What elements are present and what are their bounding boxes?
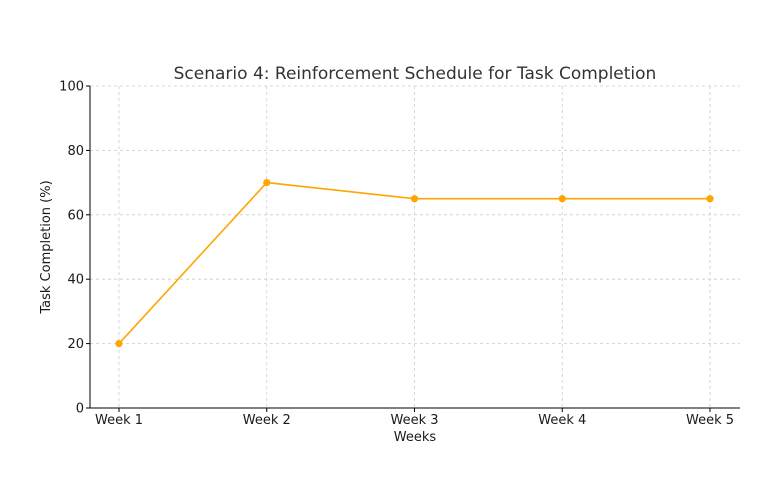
x-tick-label: Week 3 [390,413,438,428]
data-point [263,179,271,187]
axes [89,86,740,409]
x-tick-label: Week 4 [538,413,586,428]
x-axis-ticks: Week 1 Week 2 Week 3 Week 4 Week 5 [95,408,734,428]
y-axis-label: Task Completion (%) [39,180,54,314]
data-point [115,340,123,348]
x-tick-label: Week 5 [686,413,734,428]
y-tick-label: 100 [59,80,84,95]
y-tick-label: 0 [76,402,84,417]
x-tick-label: Week 2 [243,413,291,428]
y-tick-label: 20 [67,337,84,352]
y-tick-label: 80 [67,144,84,159]
y-axis-ticks: 0 20 40 60 80 100 [59,80,90,417]
chart-title: Scenario 4: Reinforcement Schedule for T… [174,64,657,84]
series-group [115,179,714,348]
x-tick-label: Week 1 [95,413,143,428]
data-point [706,195,714,203]
x-axis-label: Weeks [394,430,437,445]
data-point [558,195,566,203]
y-tick-label: 60 [67,208,84,223]
y-tick-label: 40 [67,273,84,288]
data-point [410,195,419,203]
grid [90,85,740,409]
